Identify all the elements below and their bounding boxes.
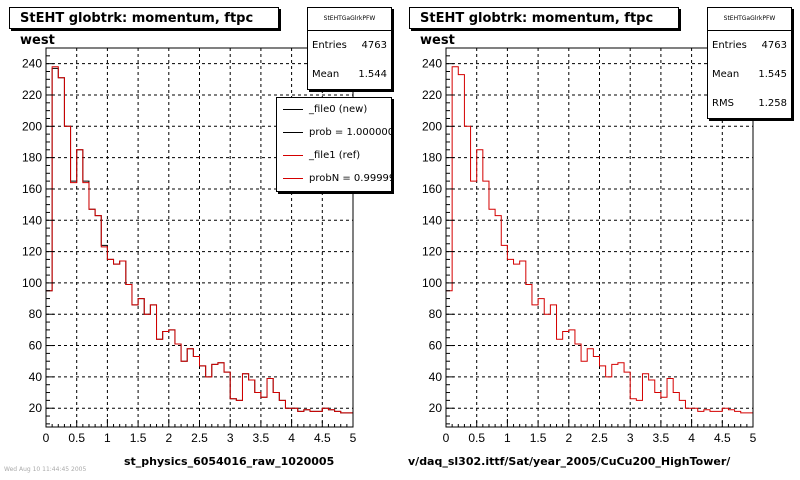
legend-line-swatch (283, 155, 303, 156)
x-tick-label: 3 (227, 431, 234, 445)
y-tick-label: 60 (429, 339, 443, 353)
x-tick-label: 0.5 (468, 431, 485, 445)
stats-value: 1.544 (358, 69, 387, 80)
right-histogram-pad: 0 0.5 1 1.5 2 2.5 3 3.5 4 4.5 5 20 40 60 80 100 120 140 16… (400, 0, 800, 480)
left-stats-row-mean: Mean 1.544 (308, 60, 391, 89)
left-stats-name: StEHTGaGlrkPFW (308, 8, 391, 31)
x-tick-label: 0 (443, 431, 450, 445)
y-tick-label: 40 (29, 370, 43, 384)
x-tick-label: 1 (504, 431, 511, 445)
legend-line-swatch (283, 178, 303, 179)
legend-line-swatch (283, 132, 303, 133)
histogram-series-2 (45, 66, 353, 427)
right-stats-row-mean: Mean 1.545 (708, 60, 791, 89)
x-tick-label: 5 (750, 431, 757, 445)
x-tick-label: 0 (43, 431, 50, 445)
y-tick-label: 160 (422, 182, 442, 196)
legend-entry-file1: _file1 (ref) (277, 144, 391, 167)
x-tick-label: 4.5 (714, 431, 731, 445)
x-tick-label: 5 (350, 431, 357, 445)
stats-value: 1.258 (758, 98, 787, 109)
timestamp-footer: Wed Aug 10 11:44:45 2005 (4, 466, 87, 473)
stats-label: Entries (712, 40, 747, 51)
right-histogram-title: StEHT globtrk: momentum, ftpc west (409, 7, 679, 48)
legend-label: _file0 (new) (309, 104, 368, 115)
x-tick-label: 1.5 (530, 431, 547, 445)
stats-value: 4763 (361, 40, 387, 51)
legend-entry-prob: prob = 1.000000 (277, 121, 391, 144)
x-tick-label: 3 (627, 431, 634, 445)
y-tick-label: 240 (22, 57, 42, 71)
left-stats-box: StEHTGaGlrkPFW Entries 4763 Mean 1.544 (307, 7, 392, 90)
x-tick-label: 2.5 (591, 431, 608, 445)
y-tick-label: 140 (422, 213, 442, 227)
left-x-axis-label: st_physics_6054016_raw_1020005 (124, 455, 335, 468)
x-tick-label: 2.5 (191, 431, 208, 445)
legend-box: _file0 (new) prob = 1.000000 _file1 (ref… (276, 97, 392, 192)
y-tick-label: 200 (422, 119, 442, 133)
y-tick-label: 180 (422, 151, 442, 165)
y-tick-label: 240 (422, 57, 442, 71)
x-tick-label: 4.5 (314, 431, 331, 445)
legend-label: prob = 1.000000 (309, 127, 392, 138)
stats-value: 1.545 (758, 69, 787, 80)
y-tick-label: 120 (422, 245, 442, 259)
x-tick-label: 3.5 (253, 431, 270, 445)
y-tick-label: 100 (22, 276, 42, 290)
x-tick-label: 1 (104, 431, 111, 445)
x-tick-label: 2 (565, 431, 572, 445)
legend-entry-file0: _file0 (new) (277, 98, 391, 121)
y-tick-label: 220 (22, 88, 42, 102)
legend-entry-probn: probN = 0.999995 (277, 167, 391, 190)
y-tick-label: 120 (22, 245, 42, 259)
x-tick-label: 3.5 (653, 431, 670, 445)
stats-label: Mean (712, 69, 740, 80)
stats-label: Entries (312, 40, 347, 51)
histogram-series-1 (445, 66, 753, 427)
y-tick-label: 200 (22, 119, 42, 133)
y-tick-label: 180 (22, 151, 42, 165)
y-tick-label: 20 (29, 401, 43, 415)
y-tick-label: 100 (422, 276, 442, 290)
legend-label: _file1 (ref) (309, 150, 361, 161)
x-tick-label: 0.5 (68, 431, 85, 445)
x-tick-label: 2 (165, 431, 172, 445)
left-histogram-title: StEHT globtrk: momentum, ftpc west (9, 7, 279, 48)
stats-value: 4763 (761, 40, 787, 51)
y-tick-label: 80 (29, 307, 43, 321)
x-tick-label: 1.5 (130, 431, 147, 445)
y-tick-label: 60 (29, 339, 43, 353)
left-stats-row-entries: Entries 4763 (308, 31, 391, 60)
left-histogram-pad: 0 0.5 1 1.5 2 2.5 3 3.5 4 4.5 5 20 40 60 80 100 120 140 16… (9, 7, 392, 468)
y-tick-label: 220 (422, 88, 442, 102)
y-tick-label: 40 (429, 370, 443, 384)
right-stats-row-entries: Entries 4763 (708, 31, 791, 60)
right-x-axis-label: v/daq_sl302.ittf/Sat/year_2005/CuCu200_H… (408, 455, 731, 468)
stats-label: RMS (712, 98, 734, 109)
y-tick-label: 20 (429, 401, 443, 415)
right-stats-row-rms: RMS 1.258 (708, 89, 791, 118)
y-tick-label: 160 (22, 182, 42, 196)
x-tick-label: 4 (288, 431, 295, 445)
legend-label: probN = 0.999995 (309, 173, 391, 184)
legend-line-swatch (283, 109, 303, 110)
y-tick-label: 80 (429, 307, 443, 321)
x-tick-label: 4 (688, 431, 695, 445)
y-tick-label: 140 (22, 213, 42, 227)
right-stats-name: StEHTGaGlrkPFW (708, 8, 791, 31)
stats-label: Mean (312, 69, 340, 80)
right-histogram-plot: 0 0.5 1 1.5 2 2.5 3 3.5 4 4.5 5 20 40 60 80 100 120 140 16… (422, 47, 757, 445)
right-stats-box: StEHTGaGlrkPFW Entries 4763 Mean 1.545 R… (707, 7, 792, 119)
